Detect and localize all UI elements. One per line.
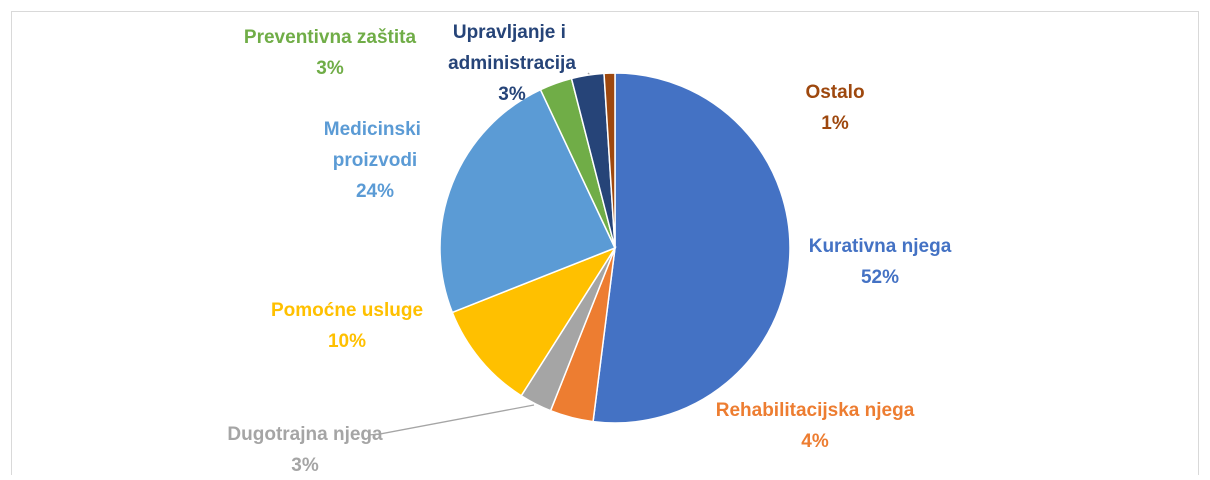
category-label: Ostalo — [805, 82, 864, 103]
label-line: Rehabilitacijska njega — [716, 400, 915, 421]
label-line: Ostalo — [805, 82, 864, 103]
value-label: 1% — [821, 113, 849, 134]
category-label: Medicinski proizvodi — [324, 119, 426, 171]
pie — [439, 72, 791, 424]
pie-slice — [451, 246, 617, 397]
value-label: 4% — [801, 431, 829, 452]
label-line: Preventivna zaštita — [244, 27, 417, 48]
category-label: Pomoćne usluge — [271, 300, 423, 321]
label-line: Upravljanje i — [453, 22, 571, 43]
label-line: proizvodi — [333, 150, 417, 171]
value-label: 24% — [356, 181, 394, 202]
pie-slice — [439, 88, 617, 314]
value-label: 3% — [316, 58, 344, 79]
label-line: Dugotrajna njega — [227, 424, 383, 445]
pie-slice — [603, 72, 616, 249]
data-labels: Kurativna njega 52% Rehabilitacijska njega… — [227, 22, 952, 476]
value-label: 10% — [328, 331, 366, 352]
label-line: Kurativna njega — [809, 236, 952, 257]
label-line: administracija — [448, 53, 576, 74]
value-label: 52% — [861, 267, 899, 288]
label-line: Medicinski — [324, 119, 426, 140]
value-label: 3% — [291, 455, 319, 475]
category-label: Upravljanje i administracija — [448, 22, 576, 74]
pie-slice — [592, 72, 791, 424]
value-label: 3% — [498, 84, 526, 105]
category-label: Kurativna njega — [809, 236, 952, 257]
category-label: Rehabilitacijska njega — [716, 400, 915, 421]
category-label: Preventivna zaštita — [244, 27, 417, 48]
category-label: Dugotrajna njega — [227, 424, 383, 445]
label-line: Pomoćne usluge — [271, 300, 423, 321]
leader-line — [367, 404, 535, 436]
